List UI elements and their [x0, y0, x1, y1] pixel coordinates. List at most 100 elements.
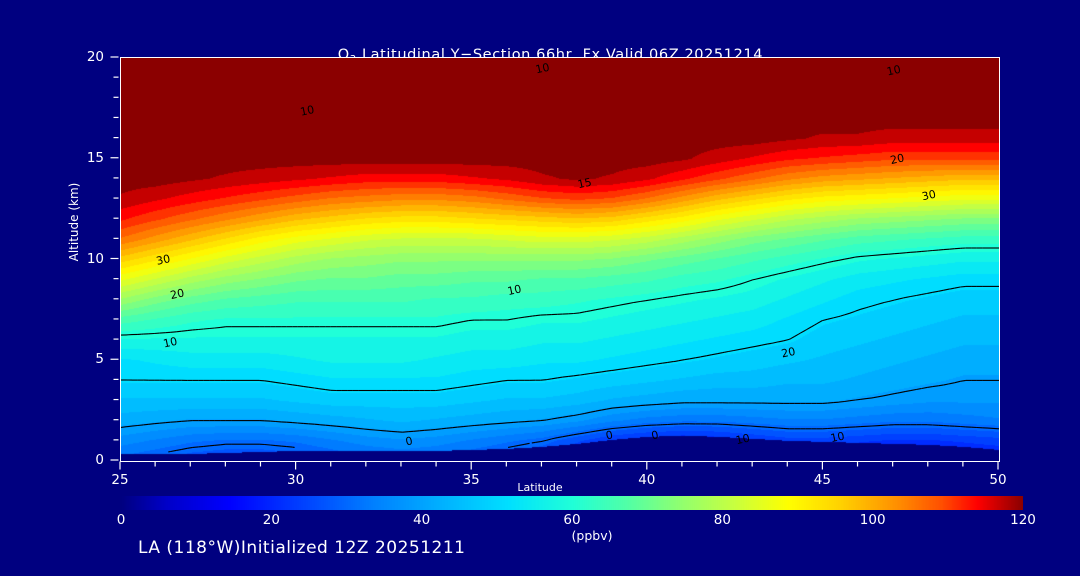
- contour-line: [799, 329, 806, 334]
- footer-caption: LA (118°W)Initialized 12Z 20251211: [138, 538, 466, 558]
- contour-line: [573, 433, 580, 436]
- contour-line: [739, 281, 746, 285]
- contour-line: [584, 372, 591, 375]
- contour-line: [586, 310, 591, 313]
- contour-line: [553, 437, 558, 439]
- contour-line: [606, 407, 613, 410]
- contour-line: [590, 430, 596, 433]
- contour-line: [617, 426, 624, 429]
- contour-line: [341, 426, 348, 428]
- contour-line: [761, 275, 768, 279]
- contour-line: [386, 430, 392, 432]
- contour-line: [684, 293, 690, 296]
- colorbar-tick-label: 120: [1010, 512, 1036, 528]
- contour-line: [954, 286, 961, 289]
- contour-label: 10: [299, 103, 315, 119]
- contour-line: [143, 423, 149, 426]
- contour-line: [750, 345, 757, 348]
- contour-line: [855, 255, 861, 258]
- contour-line: [220, 443, 226, 446]
- y-tick-label: 15: [86, 149, 104, 166]
- contour-line: [645, 364, 652, 367]
- contour-line: [568, 415, 573, 417]
- contour-label: 30: [921, 188, 937, 204]
- contour-line: [590, 309, 597, 312]
- contour-line: [651, 298, 657, 301]
- contour-line: [468, 319, 475, 322]
- contour-line: [170, 449, 177, 453]
- contour-line: [148, 423, 155, 425]
- contour-line: [501, 379, 508, 382]
- contour-line: [750, 279, 753, 282]
- contour-line: [722, 286, 729, 290]
- contour-line: [468, 424, 475, 427]
- contour-line: [883, 300, 889, 304]
- contour-line: [766, 274, 773, 278]
- contour-line: [755, 344, 762, 347]
- contour-line: [623, 302, 630, 305]
- contour-line: [198, 328, 204, 331]
- contour-line: [634, 365, 641, 368]
- contour-line: [833, 315, 840, 319]
- contour-line: [827, 317, 834, 320]
- contour-line: [551, 417, 558, 420]
- contour-line: [814, 323, 818, 326]
- contour-line: [580, 373, 585, 376]
- contour-line: [822, 318, 828, 322]
- contour-line: [882, 394, 889, 397]
- contour-line: [811, 324, 815, 328]
- contour-line: [617, 368, 624, 371]
- contour-line: [573, 374, 580, 377]
- contour-line: [744, 347, 749, 349]
- contour-line: [562, 435, 569, 438]
- contour-line: [297, 385, 304, 387]
- contour-line: [866, 306, 869, 309]
- contour-line: [358, 427, 365, 430]
- contour-line: [441, 324, 446, 327]
- contour-line: [546, 438, 552, 441]
- contour-line: [868, 305, 873, 308]
- contour-line: [761, 343, 768, 346]
- contour-line: [684, 358, 690, 361]
- contour-line: [700, 290, 707, 293]
- contour-line: [402, 431, 409, 433]
- contour-line: [667, 361, 674, 363]
- contour-label: 10: [162, 335, 178, 351]
- contour-line: [899, 297, 904, 300]
- contour-line: [739, 347, 746, 350]
- contour-line: [441, 388, 447, 391]
- contour-line: [772, 273, 779, 276]
- contour-line: [728, 349, 734, 353]
- contour-line: [866, 397, 873, 400]
- contour-line: [916, 250, 922, 253]
- contour-line: [601, 408, 607, 411]
- contour-line: [446, 388, 451, 390]
- contour-line: [695, 356, 701, 359]
- contour-line: [927, 249, 933, 252]
- contour-line: [791, 269, 795, 272]
- contour-line: [281, 445, 287, 448]
- x-axis-label: Latitude: [517, 481, 563, 494]
- contour-line: [634, 425, 641, 428]
- x-tick-label: 45: [813, 472, 831, 488]
- contour-line: [949, 382, 955, 385]
- contour-line: [308, 386, 315, 389]
- contour-line: [640, 300, 646, 303]
- contour-line: [855, 398, 861, 401]
- contour-line: [531, 441, 536, 444]
- contour-line: [595, 371, 602, 374]
- contour-line: [695, 291, 701, 294]
- contour-line: [314, 423, 320, 426]
- contour-line: [788, 338, 791, 340]
- contour-line: [667, 295, 674, 298]
- ozone-field-heatmap: [121, 58, 999, 461]
- contour-line: [871, 303, 878, 307]
- colorbar-tick-label: 20: [262, 512, 280, 528]
- contour-line: [485, 423, 492, 426]
- contour-line: [662, 296, 668, 299]
- contour-line: [562, 415, 569, 418]
- contour-line: [562, 375, 569, 378]
- contour-line: [844, 312, 851, 316]
- contour-line: [612, 407, 619, 409]
- contour-line: [678, 359, 685, 362]
